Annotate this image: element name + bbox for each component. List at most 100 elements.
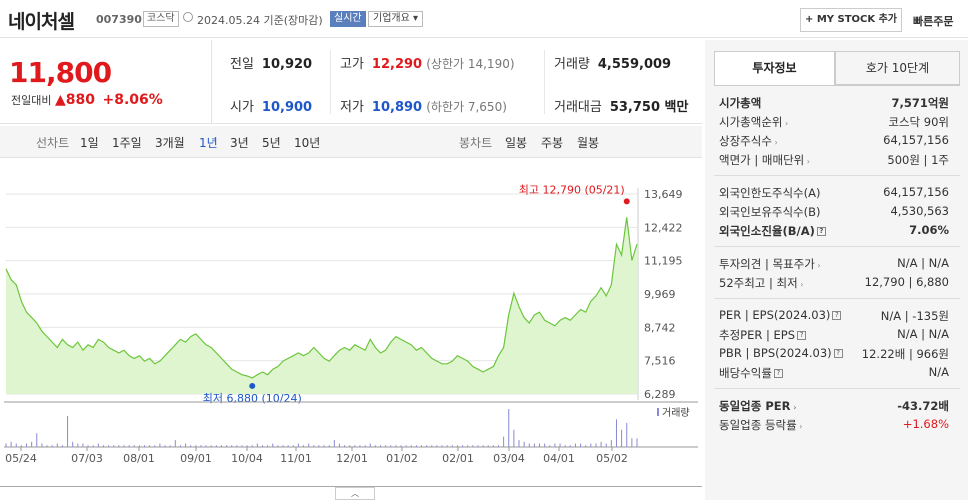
volume-bar [128, 445, 130, 447]
volume-bar [451, 445, 453, 447]
period-1d[interactable]: 1일 [80, 136, 99, 150]
help-icon[interactable]: ? [797, 331, 807, 340]
period-5y[interactable]: 5년 [262, 136, 281, 150]
info-row-label: 동일업종 등락률 › [719, 418, 803, 432]
volume-bar [544, 443, 546, 447]
candle-week[interactable]: 주봉 [541, 136, 564, 150]
period-3y[interactable]: 3년 [230, 136, 249, 150]
x-tick-label: 11/01 [280, 452, 312, 465]
period-1y[interactable]: 1년 [199, 136, 218, 150]
info-row: 액면가 | 매매단위 › 500원 | 1주 [719, 152, 949, 170]
chevron-right-icon[interactable]: › [797, 280, 804, 289]
volume-bar [395, 445, 397, 447]
chevron-right-icon[interactable]: › [804, 157, 810, 166]
info-row: 외국인한도주식수(A) 64,157,156 [719, 185, 949, 203]
volume-bar [421, 445, 423, 447]
add-mystock-button[interactable]: + MY STOCK 추가 [800, 8, 902, 32]
volume-bar [169, 445, 171, 447]
help-icon[interactable]: ? [773, 369, 783, 378]
volume-bar [379, 445, 381, 447]
chevron-right-icon[interactable]: › [796, 422, 803, 431]
stat-volume: 거래량 4,559,009 [554, 57, 672, 72]
info-row-value: N/A | N/A [897, 256, 949, 270]
help-icon[interactable]: ? [833, 349, 843, 358]
period-3m[interactable]: 3개월 [155, 136, 185, 150]
info-row-value: 7,571억원 [891, 96, 949, 110]
chevron-right-icon[interactable]: › [782, 119, 789, 128]
volume-bar [113, 445, 115, 447]
divider [544, 50, 545, 114]
chevron-right-icon[interactable]: › [814, 261, 821, 270]
volume-bar [82, 443, 84, 447]
volume-bar [205, 445, 207, 447]
price-stats: 전일 10,920 고가 12,290 (상한가 14,190) 거래량 4,559,… [212, 40, 702, 124]
volume-bar [123, 445, 125, 447]
tab-invest-info[interactable]: 투자정보 [714, 51, 835, 85]
volume-bar [118, 445, 120, 447]
volume-bar [590, 443, 592, 447]
candle-day[interactable]: 일봉 [505, 136, 528, 150]
period-1w[interactable]: 1주일 [112, 136, 142, 150]
help-icon[interactable]: ? [816, 227, 826, 236]
volume-bar [621, 429, 623, 447]
volume-bar [456, 445, 458, 447]
info-row: 동일업종 등락률 › +1.68% [719, 417, 949, 435]
help-icon[interactable]: ? [832, 311, 842, 320]
collapse-chart-button[interactable]: ︿ [335, 487, 375, 500]
info-row-value: 7.06% [909, 223, 949, 237]
candle-month[interactable]: 월봉 [577, 136, 600, 150]
volume-bar [374, 445, 376, 447]
volume-bar [364, 445, 366, 447]
volume-bar [5, 443, 7, 447]
change-label: 전일대비 [11, 94, 52, 107]
volume-bar [97, 443, 99, 447]
info-row-label: 52주최고 | 최저 › [719, 276, 804, 290]
period-10y[interactable]: 10년 [294, 136, 321, 150]
info-row-value: -43.72배 [897, 399, 949, 413]
chevron-right-icon[interactable]: › [771, 138, 778, 147]
volume-bar [369, 443, 371, 447]
chart-toolbar: 선차트 1일 1주일 3개월 1년 3년 5년 10년 봉차트 일봉 주봉 월봉 [0, 126, 702, 158]
volume-bar [354, 445, 356, 447]
info-row-value: 12,790 | 6,880 [864, 275, 949, 289]
x-tick-label: 02/01 [442, 452, 474, 465]
volume-bar [108, 445, 110, 447]
volume-bar [605, 443, 607, 447]
volume-bar [390, 445, 392, 447]
volume-bar [385, 445, 387, 447]
volume-bar [51, 445, 53, 447]
volume-bar [508, 409, 510, 447]
x-tick-label: 07/03 [71, 452, 103, 465]
chevron-right-icon[interactable]: › [790, 403, 797, 412]
stat-low: 저가 10,890 (하한가 7,650) [340, 100, 507, 115]
info-row-label: 외국인보유주식수(B) [719, 205, 821, 219]
volume-bar [585, 445, 587, 447]
volume-bar [333, 440, 335, 447]
volume-bar [226, 445, 228, 447]
info-row-label: 외국인소진율(B/A)? [719, 223, 826, 239]
volume-bar [267, 445, 269, 447]
volume-bar [210, 445, 212, 447]
volume-bar [441, 445, 443, 447]
quick-order-link[interactable]: 빠른주문 [913, 15, 954, 28]
info-row-value: 64,157,156 [883, 133, 949, 147]
info-row: 외국인소진율(B/A)? 7.06% [719, 223, 949, 241]
tab-underline [714, 85, 960, 86]
volume-bar [61, 445, 63, 447]
volume-bar [87, 445, 89, 447]
tab-quote-10[interactable]: 호가 10단계 [835, 51, 960, 85]
realtime-button[interactable]: 실시간 [330, 11, 366, 27]
volume-bar [313, 445, 315, 447]
info-row-label: 추정PER | EPS? [719, 327, 807, 343]
y-tick-label: 6,289 [644, 388, 676, 401]
high-point [623, 198, 630, 205]
corp-info-dropdown[interactable]: 기업개요 ▾ [368, 11, 423, 27]
volume-bar [190, 445, 192, 447]
volume-bar [344, 445, 346, 447]
y-tick-label: 12,422 [644, 221, 683, 234]
divider [714, 175, 960, 176]
y-tick-label: 11,195 [644, 255, 683, 268]
volume-bar [72, 441, 74, 447]
info-row: 추정PER | EPS? N/A | N/A [719, 327, 949, 345]
market-badge: 코스닥 [143, 11, 179, 27]
